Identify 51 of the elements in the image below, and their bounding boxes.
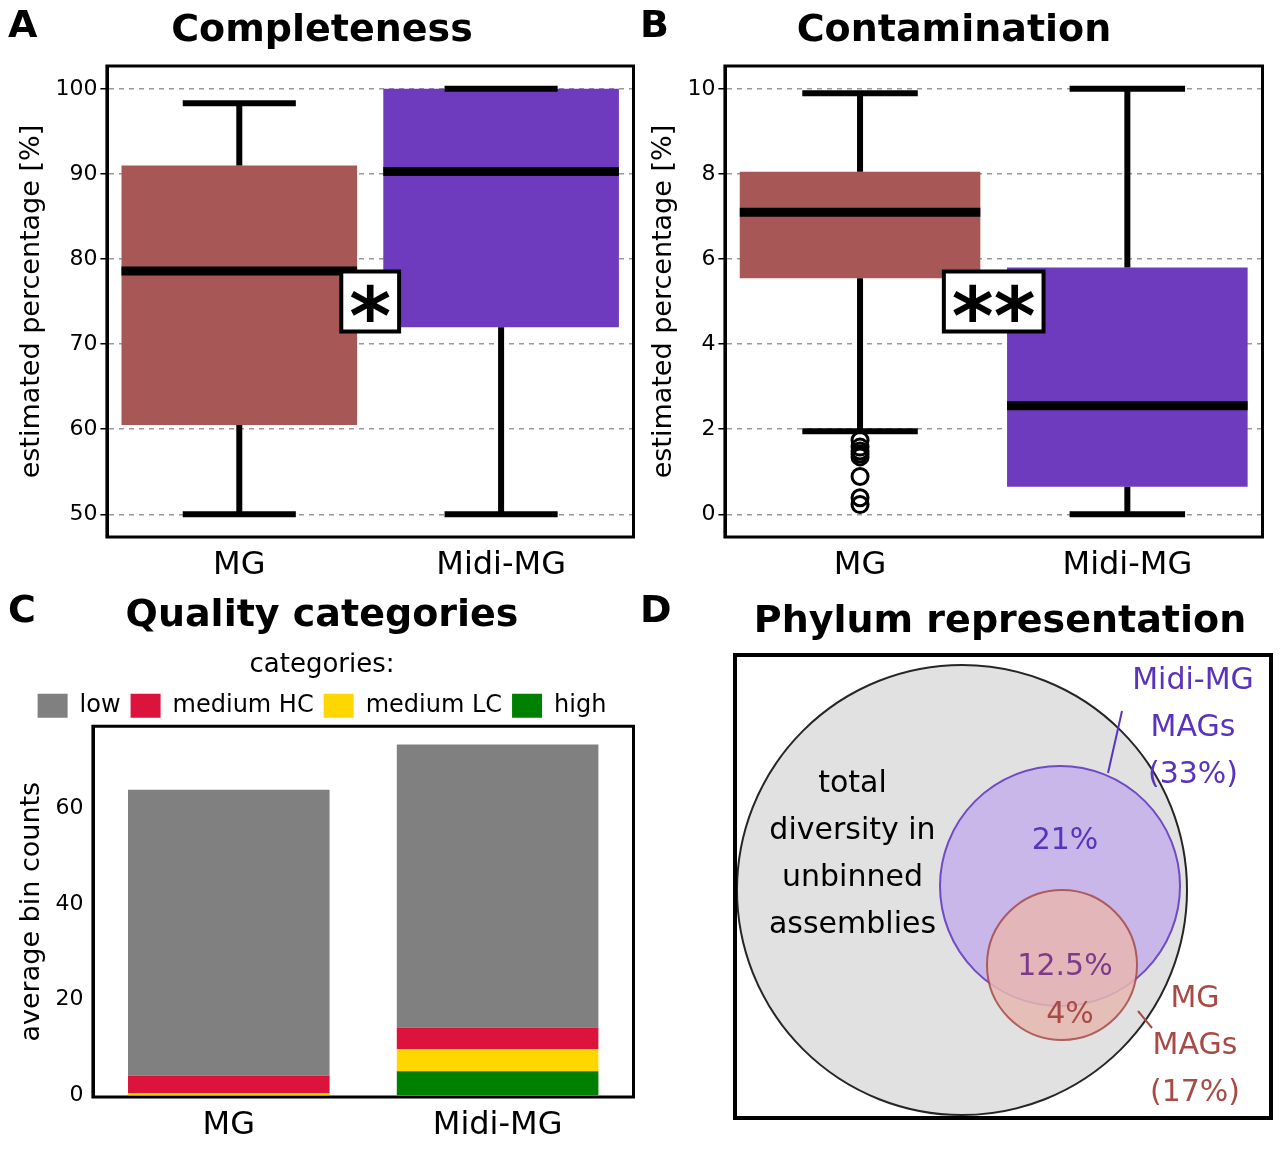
y-tick-label: 8 [701,159,716,185]
bar [128,789,330,1076]
legend-label: medium LC [365,690,503,719]
y-axis-title: average bin counts [14,781,46,1042]
y-tick-label: 70 [69,329,98,355]
y-tick-label: 100 [55,74,98,100]
text: A [8,2,38,46]
y-tick-label: 10 [687,74,716,100]
annotation: ** [951,270,1036,364]
y-axis-title: estimated percentage [%] [14,124,46,479]
x-tick-label: Midi-MG [1062,544,1193,583]
text: Phylum representation [753,597,1247,641]
chart-title: Completeness [171,5,473,50]
y-tick-label: 40 [55,889,84,915]
x-tick-label: MG [213,544,266,583]
text: total diversity in unbinned assemblies [768,764,937,940]
annotation: * [349,270,392,364]
chart-title: Quality categories [125,590,519,635]
x-tick-label: MG [833,544,887,583]
bar [396,1027,599,1050]
text: D [640,587,672,631]
legend-label: low [79,690,121,719]
legend-title: categories: [249,648,395,679]
text: C [8,587,36,631]
y-tick-label: 0 [701,500,716,526]
text: B [640,2,669,46]
bar [396,744,599,1028]
legend-label: high [554,690,607,719]
y-tick-label: 80 [69,244,98,270]
y-tick-label: 60 [55,793,84,819]
legend-label: medium HC [172,690,314,719]
y-tick-label: 6 [701,244,716,270]
y-tick-label: 90 [69,159,98,185]
y-tick-label: 0 [69,1081,84,1107]
text: MG MAGs (17%) [1149,979,1241,1108]
y-tick-label: 2 [701,414,716,440]
x-tick-label: MG [202,1104,255,1143]
y-tick-label: 60 [69,414,98,440]
y-tick-label: 20 [55,985,84,1011]
text: 4% [1046,995,1094,1030]
y-tick-label: 50 [69,500,98,526]
x-tick-label: Midi-MG [432,1104,563,1143]
y-axis-title: estimated percentage [%] [646,124,678,479]
bar [128,1075,330,1094]
text: 12.5% [1017,947,1113,982]
bar [396,1071,599,1096]
y-tick-label: 4 [701,329,716,355]
x-tick-label: Midi-MG [436,544,566,583]
text: 21% [1031,821,1099,856]
chart-title: Contamination [796,5,1112,50]
bar [396,1049,599,1072]
